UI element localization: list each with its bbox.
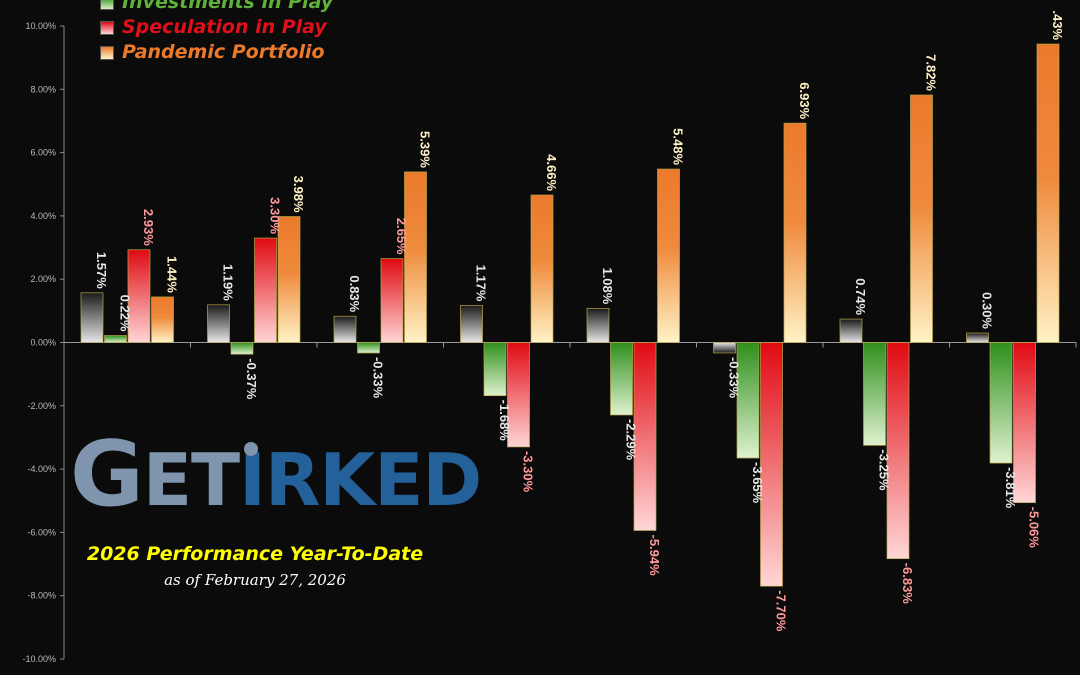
bar-pandemic bbox=[151, 296, 174, 343]
y-tick-label: 6.00% bbox=[30, 148, 56, 158]
bar-pandemic bbox=[404, 171, 427, 343]
y-tick-label: 4.00% bbox=[30, 211, 56, 221]
y-tick-label: 0.00% bbox=[30, 338, 56, 348]
legend-label-pandemic: Pandemic Portfolio bbox=[122, 41, 325, 63]
data-label: -3.81% bbox=[1003, 467, 1018, 509]
data-label: 7.82% bbox=[924, 54, 939, 91]
bar-pandemic bbox=[1036, 43, 1060, 343]
bar-pandemic bbox=[783, 122, 807, 343]
bar-speculation bbox=[380, 258, 404, 343]
bar-black bbox=[80, 292, 104, 343]
bar-black bbox=[207, 304, 230, 343]
data-label: .43% bbox=[1050, 10, 1065, 40]
data-label: 2.65% bbox=[394, 218, 409, 255]
brand-block: GETI RKED 2026 Performance Year-To-Date a… bbox=[70, 430, 482, 590]
logo-letters-et: ET bbox=[142, 438, 240, 522]
chart-subtitle: 2026 Performance Year-To-Date bbox=[86, 543, 424, 565]
y-tick-label: 10.00% bbox=[25, 21, 56, 31]
data-label: -0.33% bbox=[727, 357, 742, 399]
bar-pandemic bbox=[910, 94, 933, 343]
data-label: 3.98% bbox=[291, 176, 306, 213]
bar-investments bbox=[863, 342, 886, 446]
data-label: -3.65% bbox=[750, 462, 765, 504]
data-label: 0.22% bbox=[118, 295, 133, 332]
y-tick-label: -2.00% bbox=[27, 401, 56, 411]
legend-label-speculation: Speculation in Play bbox=[122, 16, 327, 38]
data-label: 2.93% bbox=[141, 209, 156, 246]
legend-item-pandemic: Pandemic Portfolio bbox=[100, 40, 333, 65]
data-label: 0.74% bbox=[853, 278, 868, 315]
data-label: 1.44% bbox=[165, 256, 180, 293]
data-label: 1.19% bbox=[221, 264, 236, 301]
data-label: -5.94% bbox=[647, 535, 662, 577]
y-tick-label: -4.00% bbox=[27, 464, 56, 474]
logo-letters-rked: RKED bbox=[264, 438, 482, 522]
data-label: 1.17% bbox=[474, 265, 489, 302]
bar-black bbox=[839, 318, 863, 343]
bar-investments bbox=[230, 342, 254, 355]
data-label: -7.70% bbox=[774, 590, 789, 632]
legend-swatch-investments bbox=[100, 0, 114, 10]
data-label: -5.06% bbox=[1027, 507, 1042, 549]
bars bbox=[80, 43, 1060, 587]
getirked-logo: GETI RKED bbox=[70, 430, 482, 543]
logo-letter-i: I bbox=[239, 438, 266, 522]
bar-speculation bbox=[507, 342, 530, 448]
bar-pandemic bbox=[530, 194, 554, 343]
data-label: -1.68% bbox=[497, 400, 512, 442]
data-label: 0.83% bbox=[347, 275, 362, 312]
bar-speculation bbox=[760, 342, 783, 587]
as-of-date: as of February 27, 2026 bbox=[164, 571, 346, 589]
data-label: -3.30% bbox=[521, 451, 536, 493]
data-labels: 1.57% 0.22% 2.93% 1.44% 1.19% -0.37% 3.30% 3.98… bbox=[94, 10, 1065, 631]
bar-investments bbox=[610, 342, 633, 416]
logo-dot bbox=[244, 442, 259, 456]
data-label: 3.30% bbox=[268, 197, 283, 234]
data-label: 1.08% bbox=[600, 267, 615, 304]
bar-speculation bbox=[886, 342, 910, 560]
legend-label-investments: Investments in Play bbox=[122, 0, 334, 13]
bar-investments bbox=[989, 342, 1013, 464]
bar-pandemic bbox=[657, 168, 680, 343]
y-tick-label: 8.00% bbox=[30, 84, 56, 94]
data-label: 5.48% bbox=[671, 128, 686, 165]
bar-speculation bbox=[633, 342, 657, 531]
y-tick-label: -8.00% bbox=[27, 591, 56, 601]
legend-swatch-pandemic bbox=[100, 45, 114, 60]
bar-investments bbox=[736, 342, 760, 459]
bar-black bbox=[460, 305, 483, 343]
bar-speculation bbox=[1013, 342, 1036, 503]
bar-investments bbox=[357, 342, 380, 354]
y-tick-label: -6.00% bbox=[27, 527, 56, 537]
data-label: -2.29% bbox=[624, 419, 639, 461]
legend-item-speculation: Speculation in Play bbox=[100, 15, 333, 40]
bar-investments bbox=[104, 335, 127, 343]
data-label: 4.66% bbox=[544, 154, 559, 191]
data-label: -3.25% bbox=[877, 449, 892, 491]
data-label: 0.30% bbox=[980, 292, 995, 329]
data-label: -0.37% bbox=[244, 358, 259, 400]
data-label: 6.93% bbox=[797, 82, 812, 119]
bar-black bbox=[333, 315, 357, 343]
data-label: 1.57% bbox=[94, 252, 109, 289]
bar-black bbox=[586, 307, 610, 343]
bar-black bbox=[966, 332, 989, 343]
logo-letter-g: G bbox=[70, 422, 144, 527]
y-tick-label: 2.00% bbox=[30, 274, 56, 284]
bar-speculation bbox=[127, 249, 151, 343]
bar-pandemic bbox=[277, 216, 301, 343]
legend-item-investments: Investments in Play bbox=[100, 0, 333, 15]
y-tick-label: -10.00% bbox=[22, 654, 56, 664]
data-label: -6.83% bbox=[900, 563, 915, 605]
data-label: 5.39% bbox=[418, 131, 433, 168]
data-label: -0.33% bbox=[371, 357, 386, 399]
bar-speculation bbox=[254, 237, 277, 343]
legend: Investments in Play Speculation in Play … bbox=[100, 0, 333, 65]
legend-swatch-speculation bbox=[100, 20, 114, 35]
bar-black bbox=[713, 342, 736, 354]
bar-investments bbox=[483, 342, 507, 397]
